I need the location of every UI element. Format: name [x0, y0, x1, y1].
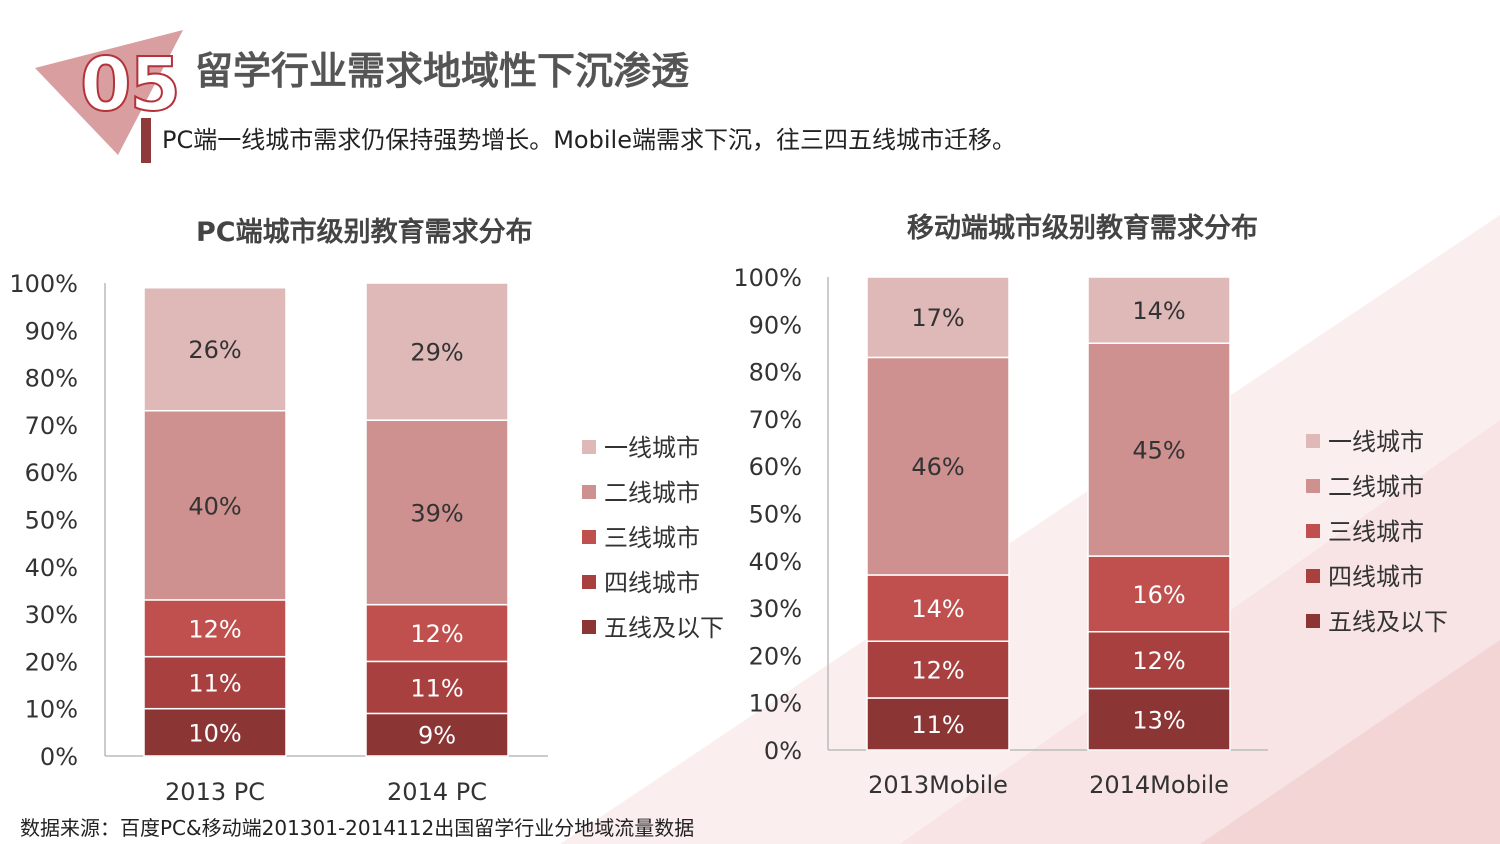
- y-tick-label: 90%: [25, 317, 78, 345]
- legend-label: 一线城市: [604, 434, 700, 462]
- data-label: 39%: [410, 499, 463, 527]
- y-tick-label: 60%: [749, 453, 802, 481]
- data-label: 9%: [418, 722, 456, 750]
- x-category-label: 2014 PC: [387, 778, 487, 806]
- x-category-label: 2014Mobile: [1089, 771, 1229, 799]
- y-tick-label: 70%: [749, 406, 802, 434]
- legend-swatch: [1306, 434, 1320, 448]
- bar-segment: [143, 707, 287, 757]
- bar-segment: [143, 409, 287, 601]
- data-label: 11%: [410, 674, 463, 702]
- data-label: 14%: [1132, 297, 1185, 325]
- data-label: 11%: [911, 711, 964, 739]
- legend-label: 三线城市: [604, 524, 700, 552]
- bar-segment: [1087, 342, 1231, 557]
- y-tick-label: 60%: [25, 459, 78, 487]
- bar-segment: [866, 356, 1010, 576]
- data-label: 10%: [188, 719, 241, 747]
- bar-segment: [866, 697, 1010, 751]
- data-label: 16%: [1132, 581, 1185, 609]
- bar-segment: [143, 599, 287, 658]
- legend-label: 四线城市: [604, 569, 700, 597]
- y-tick-label: 80%: [749, 359, 802, 387]
- data-label: 11%: [188, 670, 241, 698]
- legend-label: 五线及以下: [1328, 608, 1448, 636]
- legend-swatch: [582, 530, 596, 544]
- bar-segment: [1087, 276, 1231, 344]
- data-label: 12%: [410, 620, 463, 648]
- bar-segment: [365, 282, 509, 421]
- legend-swatch: [582, 575, 596, 589]
- y-tick-label: 30%: [25, 601, 78, 629]
- mobile-chart-title: 移动端城市级别教育需求分布: [907, 213, 1258, 244]
- y-tick-label: 40%: [25, 554, 78, 582]
- section-triangle-icon: [35, 30, 183, 155]
- legend-swatch: [1306, 614, 1320, 628]
- data-label: 12%: [188, 615, 241, 643]
- data-label: 26%: [188, 336, 241, 364]
- legend-label: 二线城市: [1328, 473, 1424, 501]
- bar-segment: [365, 419, 509, 606]
- legend-label: 二线城市: [604, 479, 700, 507]
- y-tick-label: 20%: [749, 642, 802, 670]
- legend-swatch: [1306, 524, 1320, 538]
- legend-swatch: [1306, 479, 1320, 493]
- legend-swatch: [582, 440, 596, 454]
- bar-segment: [143, 655, 287, 710]
- bar-segment: [1087, 687, 1231, 751]
- y-tick-label: 10%: [25, 696, 78, 724]
- data-label: 17%: [911, 304, 964, 332]
- x-category-label: 2013 PC: [165, 778, 265, 806]
- x-category-label: 2013Mobile: [868, 771, 1008, 799]
- y-tick-label: 100%: [733, 264, 802, 292]
- bar-segment: [866, 574, 1010, 642]
- legend-label: 三线城市: [1328, 518, 1424, 546]
- accent-bar: [141, 118, 151, 163]
- bar-segment: [143, 286, 287, 412]
- y-tick-label: 90%: [749, 311, 802, 339]
- y-tick-label: 40%: [749, 548, 802, 576]
- y-tick-label: 10%: [749, 690, 802, 718]
- y-tick-label: 50%: [749, 501, 802, 529]
- data-label: 29%: [410, 339, 463, 367]
- y-tick-label: 70%: [25, 412, 78, 440]
- data-label: 13%: [1132, 706, 1185, 734]
- data-label: 12%: [1132, 647, 1185, 675]
- y-tick-label: 50%: [25, 507, 78, 535]
- data-label: 46%: [911, 453, 964, 481]
- pc-chart-title: PC端城市级别教育需求分布: [196, 217, 533, 248]
- y-tick-label: 100%: [9, 270, 78, 298]
- data-label: 45%: [1132, 437, 1185, 465]
- data-label: 40%: [188, 492, 241, 520]
- bar-segment: [1087, 555, 1231, 633]
- section-number: 05: [79, 42, 182, 128]
- data-source: 数据来源：百度PC&移动端201301-2014112出国留学行业分地域流量数据: [20, 816, 695, 840]
- y-tick-label: 20%: [25, 648, 78, 676]
- y-tick-label: 80%: [25, 365, 78, 393]
- y-tick-label: 30%: [749, 595, 802, 623]
- bar-segment: [866, 276, 1010, 359]
- data-label: 14%: [911, 595, 964, 623]
- legend-label: 四线城市: [1328, 563, 1424, 591]
- legend-swatch: [582, 485, 596, 499]
- legend-swatch: [1306, 569, 1320, 583]
- y-tick-label: 0%: [764, 737, 802, 765]
- bar-segment: [365, 712, 509, 757]
- page-subtitle: PC端一线城市需求仍保持强势增长。Mobile端需求下沉，往三四五线城市迁移。: [162, 126, 1016, 154]
- data-label: 12%: [911, 657, 964, 685]
- bar-segment: [365, 660, 509, 715]
- page-title: 留学行业需求地域性下沉渗透: [195, 49, 690, 93]
- legend-label: 五线及以下: [604, 614, 724, 642]
- legend-swatch: [582, 620, 596, 634]
- y-tick-label: 0%: [40, 743, 78, 771]
- legend-label: 一线城市: [1328, 428, 1424, 456]
- bar-segment: [866, 640, 1010, 699]
